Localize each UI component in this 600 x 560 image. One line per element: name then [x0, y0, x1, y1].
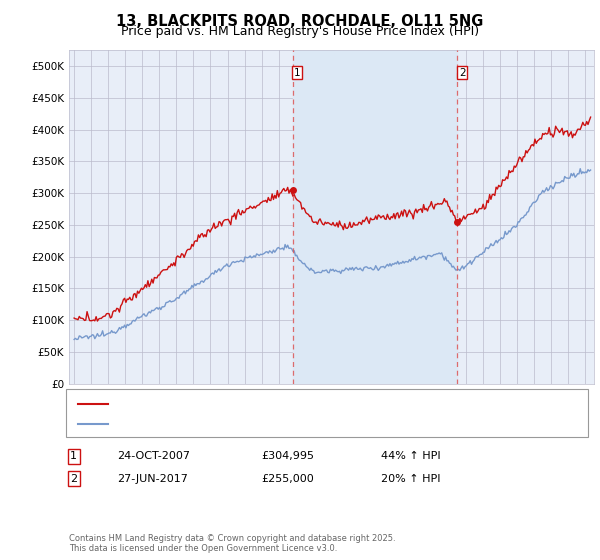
Text: £255,000: £255,000 [261, 474, 314, 484]
Text: Contains HM Land Registry data © Crown copyright and database right 2025.
This d: Contains HM Land Registry data © Crown c… [69, 534, 395, 553]
Text: £304,995: £304,995 [261, 451, 314, 461]
Text: 24-OCT-2007: 24-OCT-2007 [117, 451, 190, 461]
Text: 1: 1 [294, 68, 301, 77]
Bar [293, 50, 457, 384]
Text: HPI: Average price, detached house, Rochdale: HPI: Average price, detached house, Roch… [114, 418, 371, 428]
Text: 1: 1 [70, 451, 77, 461]
Text: 13, BLACKPITS ROAD, ROCHDALE, OL11 5NG (detached house): 13, BLACKPITS ROAD, ROCHDALE, OL11 5NG (… [114, 399, 466, 409]
Text: 2: 2 [459, 68, 466, 77]
Text: 20% ↑ HPI: 20% ↑ HPI [381, 474, 440, 484]
Text: 27-JUN-2017: 27-JUN-2017 [117, 474, 188, 484]
Text: Price paid vs. HM Land Registry's House Price Index (HPI): Price paid vs. HM Land Registry's House … [121, 25, 479, 38]
Text: 44% ↑ HPI: 44% ↑ HPI [381, 451, 440, 461]
Text: 13, BLACKPITS ROAD, ROCHDALE, OL11 5NG: 13, BLACKPITS ROAD, ROCHDALE, OL11 5NG [116, 14, 484, 29]
Text: 2: 2 [70, 474, 77, 484]
